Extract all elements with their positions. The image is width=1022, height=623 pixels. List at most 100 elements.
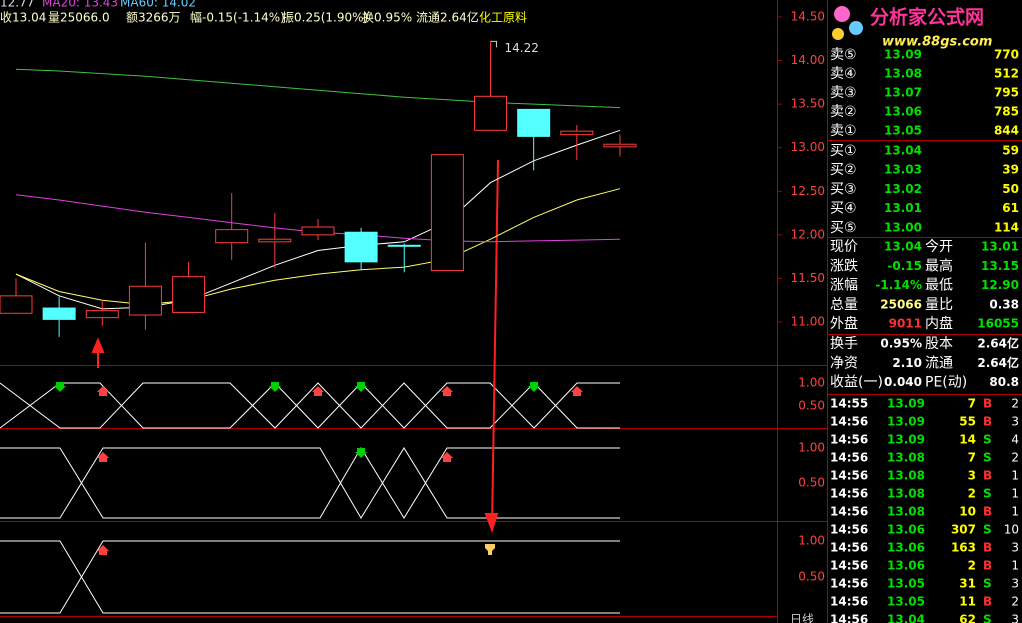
trade-side: S xyxy=(983,451,992,465)
trade-time: 14:56 xyxy=(830,433,868,447)
period-label: 日线 xyxy=(790,613,814,623)
trade-time: 14:56 xyxy=(830,451,868,465)
axis-label: 13.00 xyxy=(791,140,825,154)
trade-side: B xyxy=(983,559,992,573)
trade-volume: 307 xyxy=(951,523,976,537)
panel-axis-label: 0.50 xyxy=(798,570,825,584)
stat-value: 13.01 xyxy=(981,240,1019,254)
axis-label: 11.50 xyxy=(791,271,825,285)
stat-value: 13.04 xyxy=(884,240,922,254)
book-label: 卖⑤ xyxy=(830,47,857,63)
stat-value: -1.14% xyxy=(875,278,922,292)
stat-value: 0.040 xyxy=(884,375,922,389)
trade-count: 3 xyxy=(1011,541,1019,555)
trade-price: 13.06 xyxy=(887,541,925,555)
trade-time: 14:56 xyxy=(830,523,868,537)
trade-count: 1 xyxy=(1011,487,1019,501)
trade-side: S xyxy=(983,577,992,591)
book-label: 卖③ xyxy=(830,85,857,101)
header-item: 12.77 xyxy=(0,0,34,10)
header-item: 振0.25(1.90%) xyxy=(282,11,368,25)
candle-body xyxy=(172,276,206,313)
stat-label: 流通 xyxy=(925,355,953,371)
trade-side: S xyxy=(983,523,992,537)
trade-side: S xyxy=(983,487,992,501)
trade-time: 14:56 xyxy=(830,577,868,591)
panel-axis-label: 1.00 xyxy=(798,534,825,548)
stat-label: 内盘 xyxy=(925,315,953,332)
trade-price: 13.09 xyxy=(887,415,925,429)
book-price: 13.04 xyxy=(884,144,922,158)
stat-label: 现价 xyxy=(830,239,858,255)
candle-body xyxy=(474,95,508,131)
header-item: MA60: 14.02 xyxy=(120,0,196,10)
trade-time: 14:56 xyxy=(830,595,868,609)
axis-label: 12.50 xyxy=(791,184,825,198)
stat-value: 12.90 xyxy=(981,278,1019,292)
trade-time: 14:56 xyxy=(830,415,868,429)
stat-value: -0.15 xyxy=(887,259,922,273)
trade-volume: 2 xyxy=(968,487,976,501)
book-volume: 114 xyxy=(994,220,1019,234)
annotation-leader xyxy=(490,40,498,48)
header-item: MA20: 13.43 xyxy=(42,0,118,10)
trade-volume: 62 xyxy=(959,613,976,623)
book-volume: 50 xyxy=(1002,182,1019,196)
stat-label: 涨幅 xyxy=(830,278,858,294)
candle-body xyxy=(215,229,249,244)
axis-label: 12.00 xyxy=(791,227,825,241)
candle-body xyxy=(0,295,33,314)
header-item: 化工原料 xyxy=(479,11,527,25)
trade-price: 13.09 xyxy=(887,433,925,447)
stat-value: 2.64亿 xyxy=(977,336,1019,351)
book-label: 买③ xyxy=(830,181,857,197)
book-volume: 785 xyxy=(994,105,1019,119)
stat-label: 涨跌 xyxy=(830,258,858,274)
book-label: 卖② xyxy=(830,104,857,120)
trade-count: 1 xyxy=(1011,505,1019,519)
axis-label: 14.50 xyxy=(791,10,825,24)
trade-count: 10 xyxy=(1004,523,1019,537)
trade-volume: 7 xyxy=(968,397,976,411)
trade-count: 2 xyxy=(1011,451,1019,465)
book-price: 13.05 xyxy=(884,124,922,138)
stat-value: 2.10 xyxy=(892,356,922,370)
candle-body xyxy=(42,307,76,320)
stat-label: 股本 xyxy=(925,336,953,352)
book-label: 买⑤ xyxy=(830,220,857,236)
stat-value: 0.95% xyxy=(880,337,922,351)
header-item: 换0.95% xyxy=(362,11,412,25)
trade-time: 14:56 xyxy=(830,487,868,501)
stat-label: 外盘 xyxy=(830,315,858,332)
book-label: 买① xyxy=(830,143,857,159)
book-volume: 59 xyxy=(1002,144,1019,158)
book-volume: 512 xyxy=(994,67,1019,81)
candle-body xyxy=(560,130,594,136)
trade-volume: 55 xyxy=(959,415,976,429)
stat-value: 16055 xyxy=(977,317,1019,331)
candle-body xyxy=(258,238,292,243)
stat-value: 2.64亿 xyxy=(977,355,1019,370)
trade-time: 14:56 xyxy=(830,469,868,483)
stat-label: 收益(一) xyxy=(830,375,883,391)
book-label: 买④ xyxy=(830,201,857,217)
trade-count: 4 xyxy=(1011,433,1019,447)
candle-body xyxy=(301,226,335,236)
panel-axis-label: 1.00 xyxy=(798,441,825,455)
book-volume: 795 xyxy=(994,86,1019,100)
trade-price: 13.08 xyxy=(887,505,925,519)
trade-time: 14:56 xyxy=(830,505,868,519)
stat-label: 量比 xyxy=(925,297,953,313)
stat-label: 净资 xyxy=(830,355,858,371)
trade-price: 13.05 xyxy=(887,577,925,591)
book-volume: 61 xyxy=(1002,201,1019,215)
stat-label: 总量 xyxy=(830,297,858,313)
trade-count: 2 xyxy=(1011,595,1019,609)
stat-label: 最低 xyxy=(925,278,953,294)
stat-label: 换手 xyxy=(830,335,858,352)
book-price: 13.09 xyxy=(884,48,922,62)
trade-volume: 7 xyxy=(968,451,976,465)
